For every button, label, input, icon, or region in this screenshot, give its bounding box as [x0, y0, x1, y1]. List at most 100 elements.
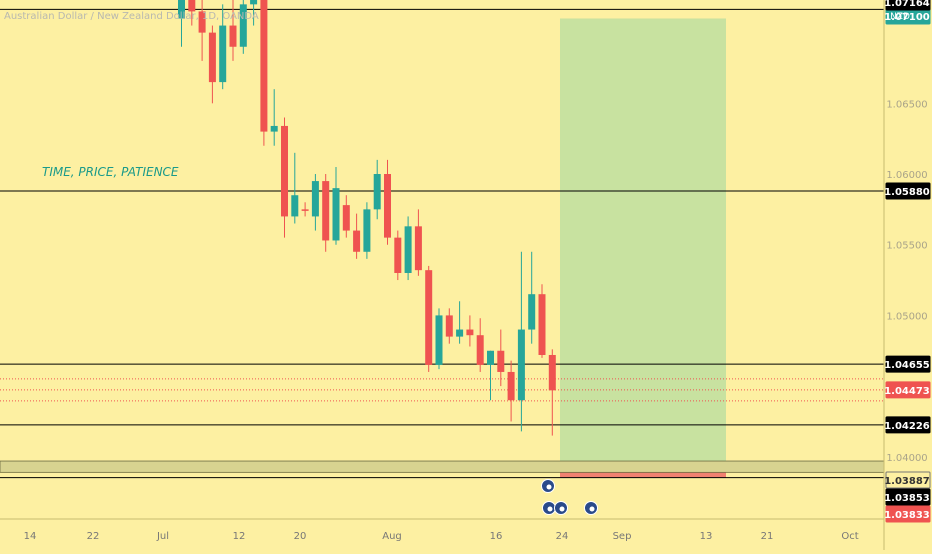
y-tick-label: 1.04000	[886, 453, 927, 464]
candle[interactable]	[466, 315, 474, 347]
candle[interactable]	[291, 152, 299, 224]
candle-body	[188, 0, 196, 12]
candle-body	[528, 294, 536, 330]
candle-body	[178, 0, 185, 19]
event-flag-icon[interactable]	[554, 501, 568, 515]
level-badge-box	[885, 355, 931, 373]
candle-body	[384, 174, 391, 238]
x-tick-label: 24	[556, 531, 569, 542]
candle[interactable]	[219, 4, 227, 90]
candle-body	[404, 226, 412, 273]
candle[interactable]	[239, 0, 247, 54]
support-zone[interactable]	[0, 460, 885, 473]
x-tick-label: 16	[490, 531, 503, 542]
level-badge[interactable]: 1.03853	[884, 488, 931, 506]
candle-body	[342, 205, 350, 231]
candle-body	[301, 209, 309, 211]
candle-body	[198, 11, 206, 33]
candle-body	[322, 181, 330, 241]
entry-price-badge-text: 1.03887	[884, 476, 930, 487]
candle[interactable]	[373, 159, 381, 220]
level-badge-box	[885, 416, 931, 434]
candle-body	[373, 174, 381, 210]
level-badge[interactable]: 1.05880	[884, 182, 931, 200]
candle-body	[208, 32, 216, 83]
level-badge-text: 1.03853	[884, 493, 930, 504]
candle[interactable]	[178, 0, 185, 47]
x-tick-label: 22	[87, 531, 100, 542]
event-star	[589, 506, 595, 512]
entry-price-badge[interactable]: 1.03887	[884, 471, 931, 489]
candle[interactable]	[322, 174, 330, 252]
candle[interactable]	[384, 159, 391, 245]
level-badge[interactable]: 1.04655	[884, 355, 931, 373]
candle[interactable]	[260, 0, 268, 146]
current-price-badge-text: 1.04473	[884, 386, 930, 397]
candle[interactable]	[332, 166, 340, 245]
event-flag-icon[interactable]	[584, 501, 598, 515]
level-badge-text: 1.05880	[884, 187, 930, 198]
candle[interactable]	[414, 209, 422, 276]
candle[interactable]	[208, 25, 216, 104]
current-price-badge[interactable]: 1.04473	[884, 381, 931, 399]
candle[interactable]	[363, 202, 371, 259]
candle[interactable]	[229, 0, 237, 61]
candle[interactable]	[497, 329, 505, 387]
candle[interactable]	[456, 301, 464, 344]
candle[interactable]	[548, 349, 556, 436]
candle[interactable]	[435, 308, 443, 370]
candle[interactable]	[394, 230, 402, 281]
candle-body	[250, 0, 258, 5]
candle[interactable]	[425, 265, 433, 372]
y-tick-label: 1.05500	[886, 241, 927, 252]
x-tick-label: 13	[700, 531, 713, 542]
candle-body	[476, 335, 484, 365]
candle[interactable]	[353, 213, 361, 259]
stop-price-badge[interactable]: 1.03833	[884, 505, 931, 523]
candle-body	[332, 188, 340, 241]
candle-body	[497, 350, 505, 372]
candle[interactable]	[445, 308, 453, 344]
stop-zone[interactable]	[560, 469, 726, 478]
candle[interactable]	[528, 251, 536, 344]
candle[interactable]	[517, 251, 525, 432]
candle[interactable]	[311, 174, 319, 231]
candle-body	[507, 371, 515, 401]
level-badge[interactable]: 1.07164	[884, 0, 931, 11]
candle[interactable]	[487, 350, 494, 401]
candle[interactable]	[301, 202, 309, 217]
annotation-text: TIME, PRICE, PATIENCE	[42, 165, 179, 179]
candle[interactable]	[270, 89, 278, 146]
event-flag-icon[interactable]	[542, 501, 556, 515]
y-tick-label: 1.06500	[886, 99, 927, 110]
candle[interactable]	[476, 318, 484, 372]
x-tick-label: 12	[233, 531, 246, 542]
symbol-badge: NZD	[890, 12, 910, 22]
stop-price-badge-text: 1.03833	[884, 510, 930, 521]
y-tick-label: 1.05000	[886, 311, 927, 322]
candle-body	[466, 329, 474, 336]
level-badge-box	[885, 488, 931, 506]
candle-body	[456, 329, 464, 337]
candle[interactable]	[538, 284, 546, 358]
level-badge[interactable]: 1.04226	[884, 416, 931, 434]
candle[interactable]	[404, 216, 412, 281]
candle-body	[414, 226, 422, 271]
level-badge-box	[885, 0, 931, 11]
candle[interactable]	[198, 0, 206, 61]
target-zone[interactable]	[560, 18, 726, 470]
candle[interactable]	[342, 195, 350, 238]
event-flag-icon[interactable]	[541, 479, 555, 493]
entry-price-badge-box	[885, 471, 931, 489]
candle-body	[239, 4, 247, 47]
candle-body	[425, 270, 433, 365]
candle[interactable]	[188, 0, 196, 26]
candle[interactable]	[250, 0, 258, 26]
candle-body	[517, 329, 525, 401]
candle[interactable]	[281, 117, 288, 238]
x-tick-label: 14	[24, 531, 37, 542]
candle[interactable]	[507, 360, 515, 422]
